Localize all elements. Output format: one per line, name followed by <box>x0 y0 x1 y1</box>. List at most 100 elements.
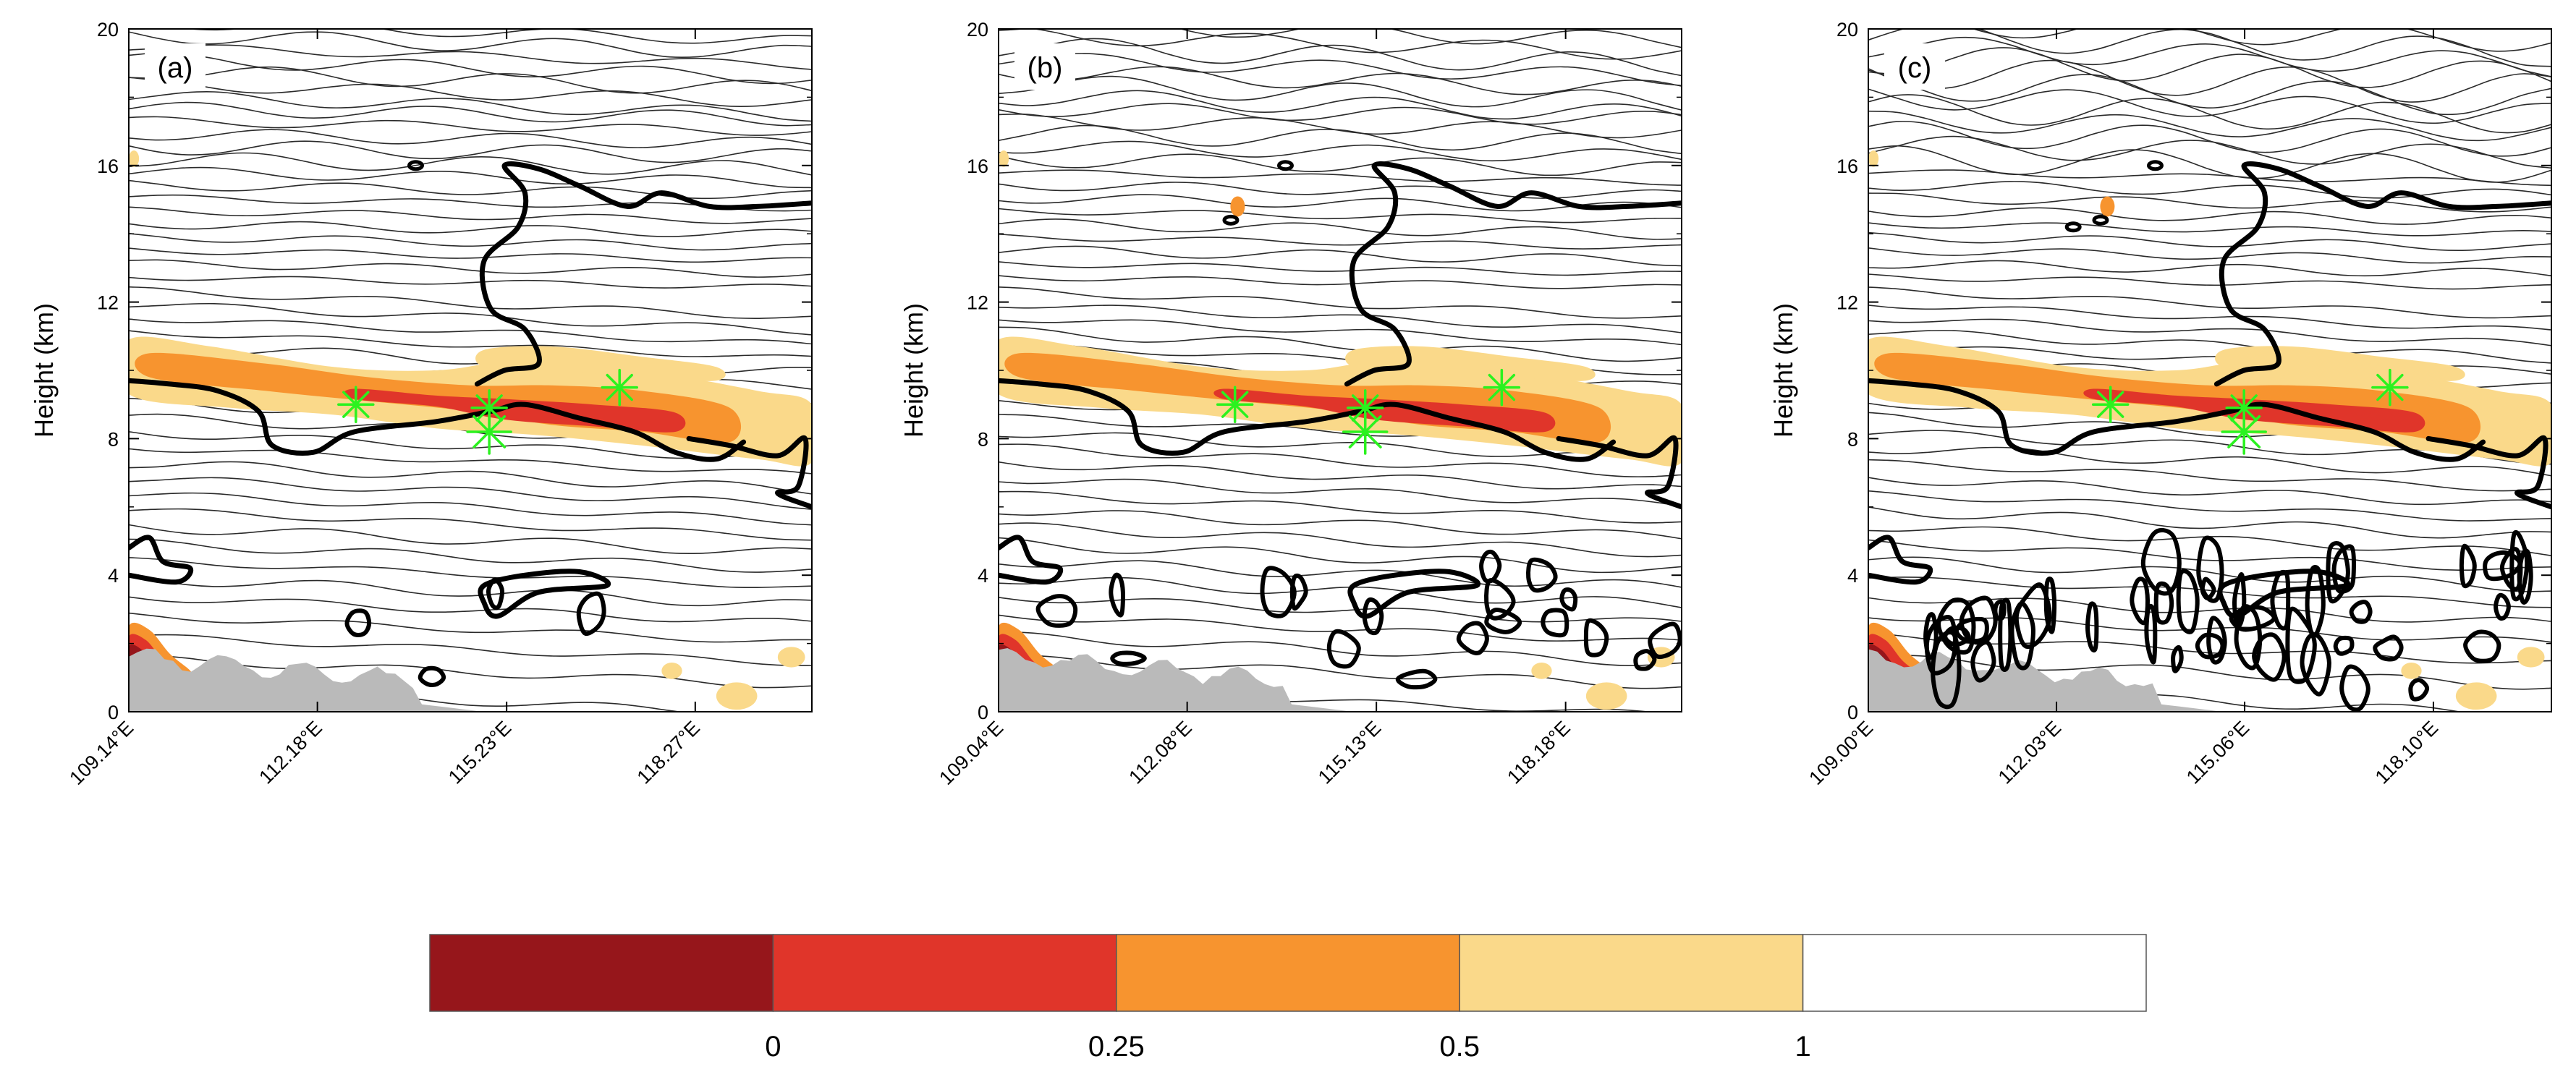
isoline <box>1868 273 2551 290</box>
isoline <box>1868 88 2551 124</box>
isoline <box>999 218 1682 240</box>
isoline <box>1868 222 2551 237</box>
isoline <box>999 443 1682 477</box>
cloud-outline <box>129 535 194 585</box>
colorbar-box <box>772 934 1117 1012</box>
isoline <box>999 510 1682 540</box>
cloud-cell <box>2140 528 2182 596</box>
cloud-cell <box>407 160 424 171</box>
cloud-cell <box>2270 569 2291 631</box>
isoline <box>129 574 812 607</box>
y-tick-label: 0 <box>1847 702 1858 723</box>
isoline <box>129 596 812 623</box>
panel-a-label-box: (a) <box>145 43 206 90</box>
cloud-cell <box>1362 597 1384 636</box>
cloud-cell <box>1943 625 1971 647</box>
isoline <box>1868 506 2551 539</box>
x-tick-label: 109.14°E <box>65 717 137 789</box>
y-tick-label: 8 <box>108 428 119 450</box>
x-tick-label: 112.08°E <box>1124 717 1196 788</box>
isoline <box>129 286 812 320</box>
isoline <box>999 169 1682 186</box>
isoline <box>999 245 1682 267</box>
cloud-cell <box>1648 621 1682 660</box>
isoline <box>129 206 812 224</box>
isoline <box>1868 260 2551 277</box>
isoline <box>999 614 1682 642</box>
cloud-outline <box>129 378 747 462</box>
cloud-cell <box>2196 535 2224 603</box>
isoline <box>999 153 1682 176</box>
isoline <box>999 90 1682 120</box>
panel-c-label: (c) <box>1898 52 1932 84</box>
isoline <box>999 560 1682 588</box>
isoline <box>999 103 1682 125</box>
isoline <box>1868 59 2551 103</box>
isoline <box>999 113 1682 139</box>
cloud-cell <box>1998 597 2013 672</box>
cloud-cell <box>2331 544 2356 594</box>
isoline <box>129 44 812 70</box>
star-marker <box>1216 386 1254 423</box>
cloud-cell <box>1326 629 1361 669</box>
isoline <box>129 221 812 237</box>
star-marker <box>466 409 512 455</box>
isoline <box>129 461 812 495</box>
y-tick-label: 8 <box>978 428 988 450</box>
isoline <box>999 432 1682 462</box>
terrain <box>999 648 1354 712</box>
x-tick-label: 115.06°E <box>2182 717 2254 788</box>
star-markers <box>337 368 638 455</box>
isoline <box>1972 29 2551 52</box>
cloud-cell <box>1484 608 1522 634</box>
y-tick-label: 20 <box>967 19 988 41</box>
isoline <box>999 522 1682 558</box>
isoline <box>1868 576 2551 608</box>
colorbar: 0 0.25 0.5 1 <box>429 934 2147 1063</box>
star-marker <box>1483 368 1521 407</box>
panel-c-label-box: (c) <box>1884 43 1945 90</box>
isoline <box>129 140 812 163</box>
cloud-outline <box>2217 569 2351 619</box>
isoline <box>999 305 1682 333</box>
isoline <box>999 261 1682 276</box>
isoline <box>999 29 1682 48</box>
field-level-light <box>2455 682 2497 710</box>
isolines <box>129 29 812 712</box>
cloud-cell <box>2333 635 2355 656</box>
cloud-cell <box>1260 566 1297 618</box>
isoline <box>1868 305 2551 331</box>
isoline <box>129 116 812 136</box>
cloud-cell <box>1931 630 1962 710</box>
cloud-cell <box>1583 618 1609 658</box>
star-marker <box>601 368 638 407</box>
x-tick-label: 118.10°E <box>2371 717 2443 788</box>
cloud-cell <box>2300 632 2331 697</box>
isoline <box>999 275 1682 289</box>
cloud-cell <box>576 591 606 637</box>
isoline <box>1868 231 2551 252</box>
isoline <box>1868 69 2551 116</box>
colorbar-labels: 0 0.25 0.5 1 <box>765 1031 1810 1063</box>
field-level-light <box>716 682 758 710</box>
isoline <box>1868 121 2551 157</box>
isoline <box>999 194 1682 212</box>
cloud-cell <box>1035 594 1078 628</box>
panel-b: 0 4 8 12 16 20 109.04°E 112.08°E 115.13°E 118.18… <box>899 19 1682 789</box>
isoline <box>1868 181 2551 199</box>
cloud-cell <box>2483 550 2522 582</box>
isoline <box>999 478 1682 507</box>
isoline <box>1868 459 2551 492</box>
cloud-cell <box>2339 664 2370 712</box>
isoline <box>999 140 1682 162</box>
star-marker <box>2091 386 2130 423</box>
cloud-cell <box>1109 572 1125 618</box>
cloud-contours <box>999 160 1682 690</box>
field-level-light <box>1868 150 1879 167</box>
isoline <box>129 634 812 666</box>
isoline <box>129 152 812 176</box>
isoline <box>999 537 1682 574</box>
isoline <box>129 448 812 475</box>
isoline <box>999 490 1682 524</box>
panel-c: 0 4 8 12 16 20 109.00°E 112.03°E 115.06°E 118.10… <box>1768 19 2552 789</box>
